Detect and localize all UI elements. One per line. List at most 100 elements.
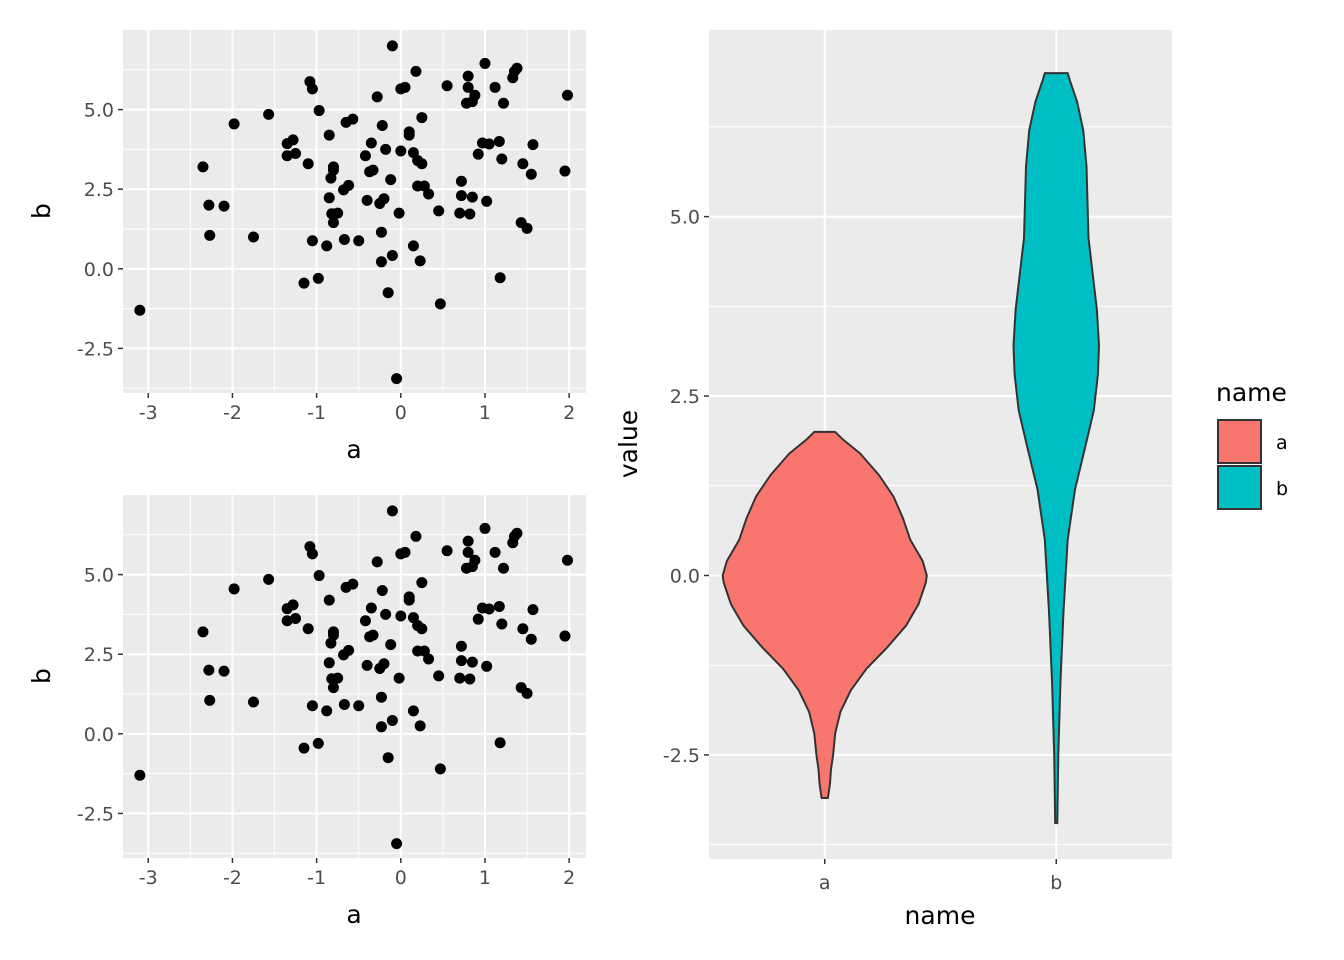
data-point [263, 108, 275, 120]
points-layer [134, 505, 573, 850]
data-point [323, 129, 335, 141]
x-tick-label: -2 [223, 402, 242, 424]
data-point [287, 134, 299, 146]
x-axis-title: name [905, 901, 976, 930]
data-point [359, 615, 371, 627]
data-point [327, 164, 339, 176]
y-tick-label: 2.5 [670, 386, 700, 408]
data-point [386, 249, 398, 261]
data-point [462, 546, 474, 558]
panel-background [709, 30, 1172, 859]
data-point [455, 655, 467, 667]
data-point [399, 546, 411, 558]
data-point [332, 672, 344, 684]
data-point [407, 240, 419, 252]
data-point [332, 207, 344, 219]
data-point [306, 548, 318, 560]
data-point [313, 105, 325, 117]
x-ticks: -3 -2 -1 0 1 2 [139, 393, 575, 424]
scatter-panel-top: -3 -2 -1 0 1 2 -2.5 0.0 2.5 5.0 a b [27, 30, 586, 464]
data-point [281, 615, 293, 627]
legend-key-a [1217, 419, 1262, 464]
data-point [527, 604, 539, 616]
data-point [203, 664, 215, 676]
data-point [472, 613, 484, 625]
legend-title: name [1216, 378, 1287, 407]
data-point [382, 752, 394, 764]
data-point [561, 554, 573, 566]
x-tick-label: 0 [395, 867, 407, 889]
data-point [306, 83, 318, 95]
data-point [359, 150, 371, 162]
data-point [454, 672, 466, 684]
data-point [378, 658, 390, 670]
data-point [375, 721, 387, 733]
x-axis-title: a [346, 900, 361, 929]
y-tick-label: -2.5 [663, 745, 700, 767]
scatter-panel-bottom: -3 -2 -1 0 1 2 -2.5 0.0 2.5 5.0 a b [27, 495, 586, 929]
data-point [263, 573, 275, 585]
x-tick-label: a [819, 872, 831, 894]
data-point [434, 763, 446, 775]
data-point [218, 665, 230, 677]
data-point [321, 240, 333, 252]
legend-key-b [1217, 465, 1262, 510]
data-point [386, 505, 398, 517]
points-layer [134, 40, 573, 385]
y-ticks: -2.5 0.0 2.5 5.0 [77, 565, 123, 825]
data-point [416, 577, 428, 589]
data-point [386, 714, 398, 726]
data-point [134, 304, 146, 316]
y-tick-label: 5.0 [84, 565, 114, 587]
y-tick-label: 5.0 [670, 207, 700, 229]
data-point [218, 200, 230, 212]
data-point [313, 570, 325, 582]
data-point [466, 191, 478, 203]
data-point [302, 158, 314, 170]
x-axis-title: a [346, 435, 361, 464]
data-point [197, 626, 209, 638]
data-point [323, 657, 335, 669]
data-point [347, 113, 359, 125]
data-point [399, 81, 411, 93]
data-point [281, 150, 293, 162]
data-point [410, 530, 422, 542]
data-point [338, 699, 350, 711]
y-tick-label: -2.5 [77, 338, 114, 360]
y-tick-label: -2.5 [77, 803, 114, 825]
data-point [407, 705, 419, 717]
data-point [462, 70, 474, 82]
data-point [403, 591, 415, 603]
data-point [290, 148, 302, 160]
y-axis-title: b [27, 203, 56, 219]
data-point [481, 195, 493, 207]
data-point [483, 138, 495, 150]
y-tick-label: 5.0 [84, 100, 114, 122]
data-point [361, 659, 373, 671]
data-point [410, 65, 422, 77]
data-point [367, 164, 379, 176]
legend-label-b: b [1276, 478, 1288, 500]
data-point [382, 287, 394, 299]
data-point [134, 769, 146, 781]
data-point [489, 81, 501, 93]
data-point [489, 546, 501, 558]
violin-b [1012, 72, 1100, 825]
data-point [433, 205, 445, 217]
data-point [479, 522, 491, 534]
data-point [365, 602, 377, 614]
data-point [498, 562, 510, 574]
data-point [455, 640, 467, 652]
data-point [228, 583, 240, 595]
data-point [496, 618, 508, 630]
x-tick-label: 1 [479, 867, 491, 889]
data-point [327, 629, 339, 641]
data-point [493, 135, 505, 147]
data-point [376, 585, 388, 597]
data-point [393, 207, 405, 219]
data-point [496, 153, 508, 165]
data-point [395, 610, 407, 622]
data-point [464, 208, 476, 220]
violin-a [721, 430, 928, 799]
